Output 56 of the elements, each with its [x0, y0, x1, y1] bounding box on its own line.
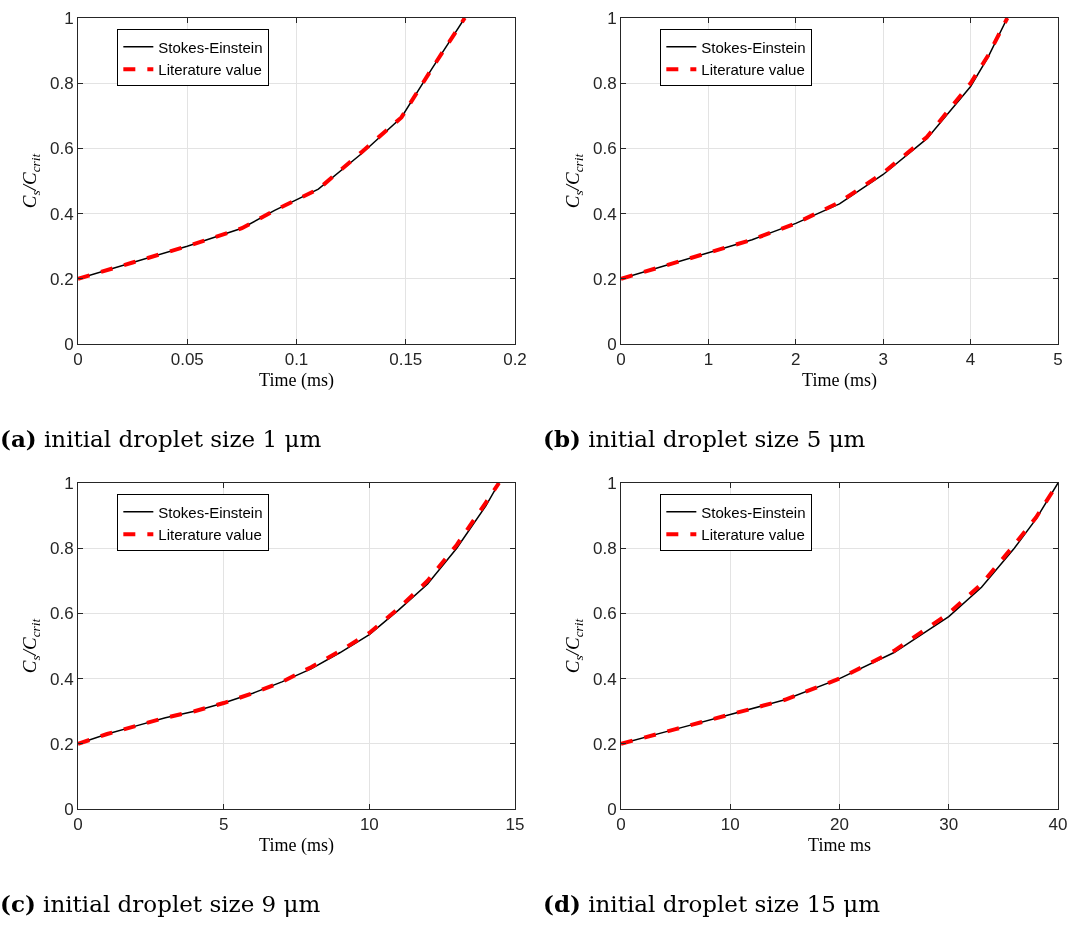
x-tick-label: 3 [878, 350, 888, 370]
x-axis-title: Time (ms) [259, 834, 334, 856]
y-tick-label: 0.2 [592, 269, 617, 289]
y-tick-label: 1 [607, 473, 617, 493]
y-tick-label: 0.8 [592, 539, 617, 559]
text: (d) initial droplet size 15 μm [543, 889, 881, 917]
y-tick-label: 0.4 [592, 669, 617, 689]
legend-label: Stokes-Einstein [701, 38, 806, 56]
y-tick-label: 0.8 [592, 74, 617, 94]
y-tick-label: 0.2 [49, 734, 74, 754]
x-tick-label: 10 [720, 815, 740, 835]
y-tick-label: 0 [607, 334, 617, 354]
text: (a) initial droplet size 1 μm [0, 424, 322, 452]
legend-label: Literature value [701, 61, 805, 79]
x-tick-label: 15 [505, 815, 525, 835]
y-tick-label: 0 [607, 799, 617, 819]
x-tick-label: 5 [1053, 350, 1063, 370]
y-tick-label: 0.2 [49, 269, 74, 289]
legend-label: Stokes-Einstein [701, 503, 806, 521]
x-axis-title: Time (ms) [802, 369, 877, 391]
y-tick-label: 0.6 [49, 139, 74, 159]
x-axis-title: Time ms [808, 834, 871, 855]
legend-label: Literature value [158, 61, 262, 79]
y-tick-label: 0.6 [49, 604, 74, 624]
y-tick-label: 0.6 [592, 139, 617, 159]
y-tick-label: 0.4 [592, 204, 617, 224]
y-tick-label: 0.4 [49, 204, 74, 224]
x-tick-label: 10 [359, 815, 379, 835]
x-tick-label: 0.05 [170, 350, 204, 370]
x-tick-label: 30 [939, 815, 959, 835]
x-tick-label: 2 [791, 350, 801, 370]
y-tick-label: 1 [64, 8, 74, 28]
y-tick-label: 0 [64, 799, 74, 819]
legend-label: Literature value [158, 526, 262, 544]
text: (b) initial droplet size 5 μm [543, 424, 866, 452]
legend-label: Stokes-Einstein [158, 38, 263, 56]
y-tick-label: 0.2 [592, 734, 617, 754]
y-tick-label: 0.4 [49, 669, 74, 689]
x-tick-label: 5 [218, 815, 229, 835]
x-tick-label: 1 [703, 350, 714, 370]
y-tick-label: 0.6 [592, 604, 617, 624]
x-tick-label: 0.1 [284, 350, 309, 370]
legend-label: Literature value [701, 526, 805, 544]
x-tick-label: 4 [965, 350, 976, 370]
y-tick-label: 0.8 [49, 74, 74, 94]
x-tick-label: 20 [830, 815, 849, 835]
y-tick-label: 1 [64, 473, 74, 493]
y-tick-label: 1 [607, 8, 617, 28]
x-tick-label: 40 [1048, 815, 1068, 835]
x-tick-label: 0.15 [389, 350, 423, 370]
y-tick-label: 0 [64, 334, 74, 354]
y-tick-label: 0.8 [49, 539, 74, 559]
x-axis-title: Time (ms) [259, 369, 334, 391]
x-tick-label: 0.2 [503, 350, 527, 370]
text: (c) initial droplet size 9 μm [0, 889, 321, 917]
legend-label: Stokes-Einstein [158, 503, 263, 521]
